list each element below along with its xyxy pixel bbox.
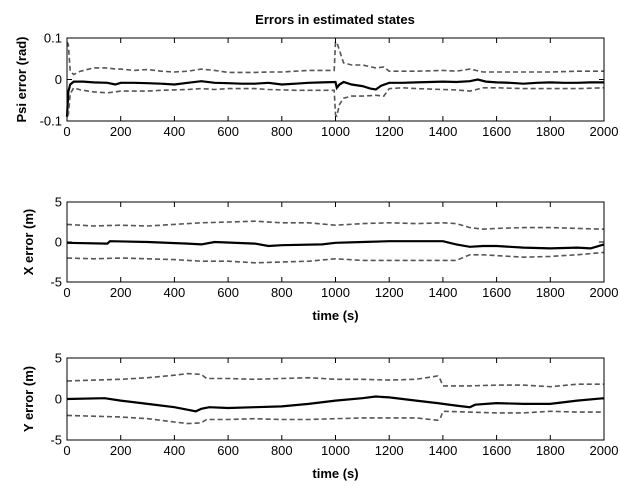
x-tick-label: 1600 [482, 285, 511, 300]
x-tick-label: 600 [217, 285, 239, 300]
series-line-error [65, 78, 604, 117]
figure-title: Errors in estimated states [255, 12, 415, 27]
subplot-1: 0 200 400 600 800 1000 1200 1400 1600 1800 2000 0.1… [14, 31, 618, 140]
x-tick-label: 400 [164, 443, 186, 458]
y-tick-label: -5 [50, 275, 62, 290]
x-tick-label: 200 [110, 443, 132, 458]
x-tick-label: 0 [63, 124, 70, 139]
series-line-lower-bound [67, 86, 605, 118]
x-tick-label: 1400 [428, 124, 457, 139]
x-tick-label: 600 [217, 124, 239, 139]
x-tick-label: 1800 [536, 124, 565, 139]
y-axis-label: Y error (m) [21, 366, 36, 432]
x-axis-label: time (s) [312, 308, 358, 323]
x-tick-label: 400 [164, 285, 186, 300]
y-tick-label: 0.1 [44, 31, 62, 46]
series-line-error [66, 395, 605, 413]
x-tick-label: 1000 [321, 124, 350, 139]
plots-group: 0 200 400 600 800 1000 1200 1400 1600 1800 20000.1… [14, 31, 618, 482]
x-tick-label: 2000 [590, 285, 619, 300]
y-tick-label: 5 [55, 351, 62, 366]
y-axis-label: Psi error (rad) [14, 37, 29, 123]
x-tick-label: 800 [271, 443, 293, 458]
x-tick-label: 400 [164, 124, 186, 139]
series-line-lower-bound [66, 251, 605, 264]
x-tick-label: 800 [271, 124, 293, 139]
series-line-lower-bound [66, 410, 604, 425]
x-tick-label: 1200 [375, 443, 404, 458]
x-tick-label: 1200 [375, 124, 404, 139]
x-tick-label: 1600 [482, 443, 511, 458]
series-line-upper-bound [66, 220, 605, 231]
x-tick-label: 1400 [428, 443, 457, 458]
y-tick-label: -0.1 [40, 114, 62, 129]
x-tick-label: 2000 [590, 443, 619, 458]
subplot-3: 0 200 400 600 800 1000 1200 1400 1600 1800 200050-… [21, 351, 618, 482]
x-tick-label: 1800 [536, 443, 565, 458]
x-tick-label: 1200 [375, 285, 404, 300]
x-tick-label: 1000 [321, 285, 350, 300]
subplot-2: 0 200 400 600 800 1000 1200 1400 1600 1800 200050-… [21, 195, 618, 324]
y-tick-label: 0 [55, 235, 62, 250]
x-tick-label: 800 [271, 285, 293, 300]
x-tick-label: 0 [63, 443, 70, 458]
series-line-upper-bound [66, 372, 604, 388]
x-tick-label: 0 [63, 285, 70, 300]
y-tick-label: -5 [50, 433, 62, 448]
x-tick-label: 2000 [590, 124, 619, 139]
y-tick-label: 0 [55, 72, 62, 87]
x-tick-label: 1400 [428, 285, 457, 300]
x-tick-label: 600 [217, 443, 239, 458]
x-tick-label: 200 [110, 285, 132, 300]
x-axis-label: time (s) [312, 466, 358, 481]
y-axis-label: X error (m) [21, 209, 36, 275]
x-tick-label: 1600 [482, 124, 511, 139]
x-tick-label: 1800 [536, 285, 565, 300]
series-line-error [66, 240, 605, 250]
y-tick-label: 5 [55, 195, 62, 210]
x-tick-label: 200 [110, 124, 132, 139]
x-tick-label: 1000 [321, 443, 350, 458]
y-tick-label: 0 [55, 392, 62, 407]
series-line-upper-bound [66, 41, 604, 76]
